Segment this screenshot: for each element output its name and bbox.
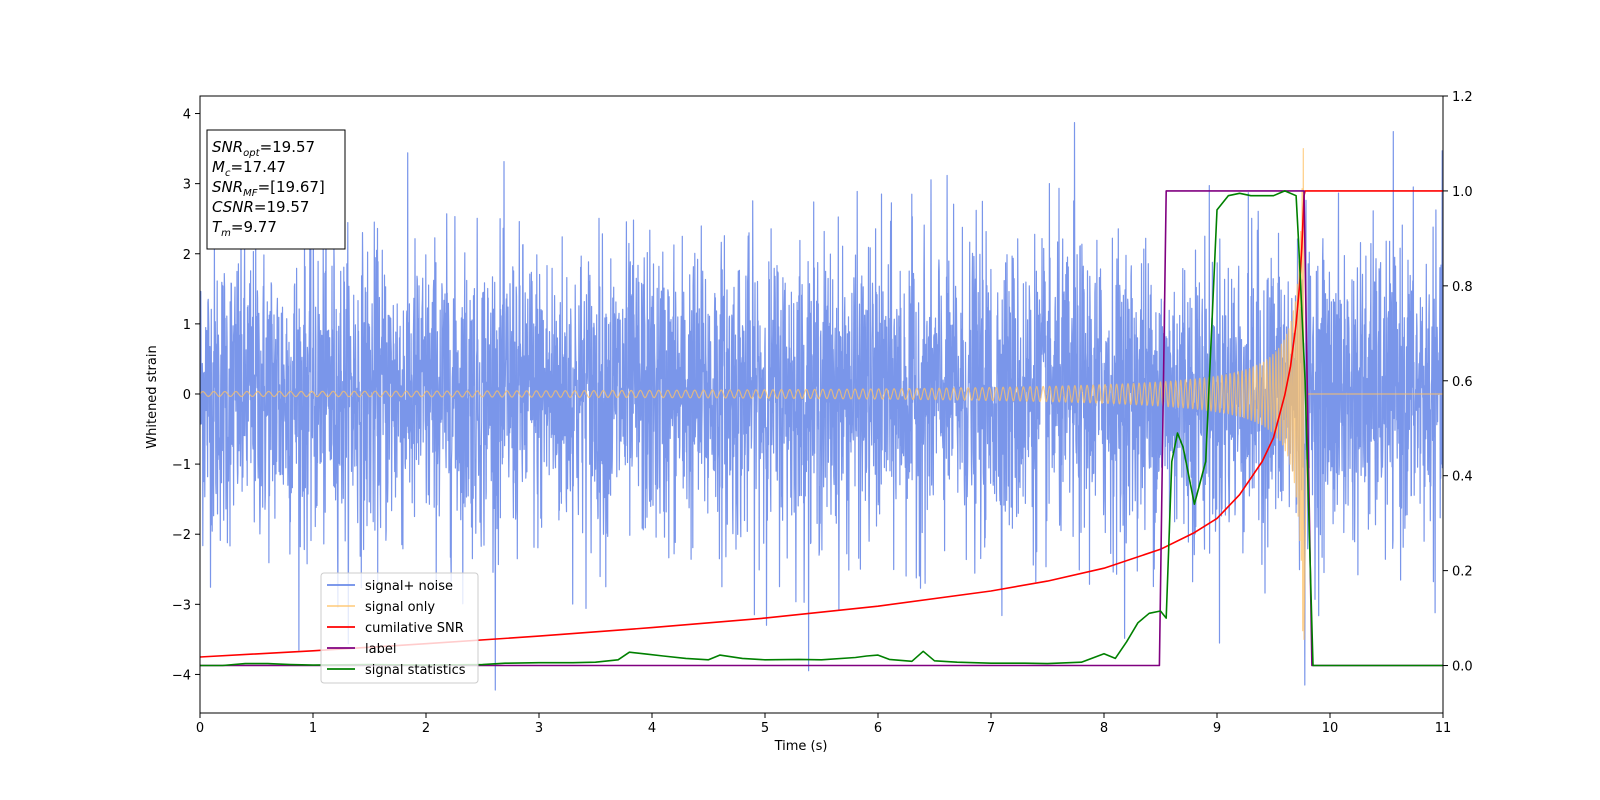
legend-label: signal only bbox=[365, 600, 435, 615]
annotation-line: Tm=9.77 bbox=[212, 218, 277, 239]
y2-tick-label: 0.0 bbox=[1452, 660, 1473, 675]
axes: 0 1 2 3 4 5 6 7 8 9 10 11 −4 −3 −2 −1 0 1 2 3 4 0.0 0.2 0.4 0.6 0… bbox=[172, 90, 1473, 736]
x-axis-label: Time (s) bbox=[774, 739, 828, 754]
annotation-line: Mc=17.47 bbox=[212, 158, 286, 179]
series-signal-statistics bbox=[200, 190, 1443, 667]
y2-tick-label: 0.6 bbox=[1452, 375, 1473, 390]
y-tick-label: −1 bbox=[172, 458, 191, 473]
annotation-frame bbox=[206, 129, 346, 250]
x-tick-label: 6 bbox=[874, 721, 882, 736]
x-tick-label: 4 bbox=[648, 721, 656, 736]
x-tick-label: 8 bbox=[1100, 721, 1108, 736]
x-tick-label: 1 bbox=[309, 721, 317, 736]
x-tick-label: 3 bbox=[535, 721, 543, 736]
y2-tick-label: 0.4 bbox=[1452, 470, 1473, 485]
plot-area bbox=[200, 122, 1443, 691]
y2-tick-label: 1.2 bbox=[1452, 90, 1473, 105]
x-tick-label: 7 bbox=[987, 721, 995, 736]
series-signal-noise bbox=[200, 122, 1443, 691]
x-tick-label: 9 bbox=[1213, 721, 1221, 736]
legend-frame bbox=[320, 572, 479, 684]
x-tick-label: 10 bbox=[1322, 721, 1339, 736]
legend-label: label bbox=[365, 642, 396, 657]
x-tick-label: 5 bbox=[761, 721, 769, 736]
y2-tick-label: 0.8 bbox=[1452, 280, 1473, 295]
x-tick-label: 11 bbox=[1435, 721, 1452, 736]
y-tick-label: 0 bbox=[183, 388, 191, 403]
annotation-line: CSNR=19.57 bbox=[212, 198, 309, 216]
legend-label: cumilative SNR bbox=[365, 621, 464, 636]
legend-label: signal+ noise bbox=[365, 579, 453, 594]
annotation-line: SNRMF=[19.67] bbox=[212, 178, 325, 199]
annotation-line: SNRopt=19.57 bbox=[212, 138, 315, 159]
y-axis-label: Whitened strain bbox=[145, 345, 160, 448]
y-tick-label: 1 bbox=[183, 318, 191, 333]
series-signal-only bbox=[200, 148, 1443, 640]
y-tick-label: 4 bbox=[183, 108, 191, 123]
y2-tick-label: 1.0 bbox=[1452, 185, 1473, 200]
y-tick-label: 2 bbox=[183, 248, 191, 263]
y-tick-label: −2 bbox=[172, 528, 191, 543]
y2-tick-label: 0.2 bbox=[1452, 565, 1473, 580]
legend: signal+ noise signal only cumilative SNR la… bbox=[320, 572, 479, 684]
y-tick-label: 3 bbox=[183, 178, 191, 193]
axes-frame bbox=[199, 95, 1444, 714]
legend-label: signal statistics bbox=[365, 663, 466, 678]
x-tick-label: 0 bbox=[196, 721, 204, 736]
annotation-box: SNRopt=19.57Mc=17.47SNRMF=[19.67]CSNR=19… bbox=[206, 129, 346, 250]
y-tick-label: −4 bbox=[172, 668, 191, 683]
x-tick-label: 2 bbox=[422, 721, 430, 736]
y-tick-label: −3 bbox=[172, 598, 191, 613]
